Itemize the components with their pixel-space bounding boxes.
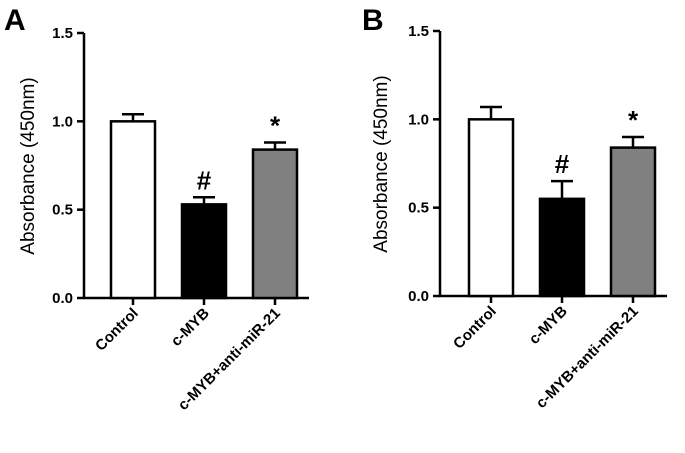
bars-b: #*: [467, 105, 657, 298]
category-label: Control: [450, 303, 500, 353]
bar-c-myb-anti-mir-21: [609, 146, 657, 298]
bar-control: [109, 120, 157, 300]
y-tick-label: 1.0: [52, 113, 73, 130]
significance-marker: #: [197, 165, 212, 195]
bar-c-myb: [180, 203, 228, 300]
y-ticks-b: 0.0 0.5 1.0 1.5: [408, 23, 440, 305]
y-tick-label: 0.0: [52, 290, 73, 307]
bars-a: #*: [109, 111, 299, 300]
bar-c-myb: [538, 197, 586, 298]
category-label: Control: [92, 305, 142, 355]
y-ticks-a: 0.0 0.5 1.0 1.5: [52, 25, 84, 307]
bar-c-myb-anti-mir-21: [251, 148, 299, 300]
panel-letter-a: A: [4, 4, 26, 37]
y-axis-label-b: Absorbance (450nm): [371, 75, 392, 252]
y-tick-label: 1.5: [52, 25, 73, 42]
significance-marker: *: [270, 111, 281, 141]
y-tick-label: 0.0: [408, 288, 429, 305]
panel-letter-b: B: [362, 4, 384, 37]
significance-marker: *: [628, 105, 639, 135]
panel-b: B Absorbance (450nm) 0.00.51.01.5 #* Con…: [362, 4, 667, 412]
y-axis-label-a: Absorbance (450nm): [18, 77, 39, 254]
y-tick-label: 0.5: [52, 202, 73, 219]
category-label: c-MYB: [526, 303, 571, 348]
y-tick-label: 1.0: [408, 111, 429, 128]
y-tick-label: 1.5: [408, 23, 429, 40]
significance-marker: #: [555, 149, 570, 179]
y-tick-label: 0.5: [408, 200, 429, 217]
category-label: c-MYB: [168, 305, 213, 350]
panel-a: A Absorbance (450nm) 0.00.51.01.5 #* Con…: [4, 4, 309, 414]
bar-control: [467, 118, 515, 298]
